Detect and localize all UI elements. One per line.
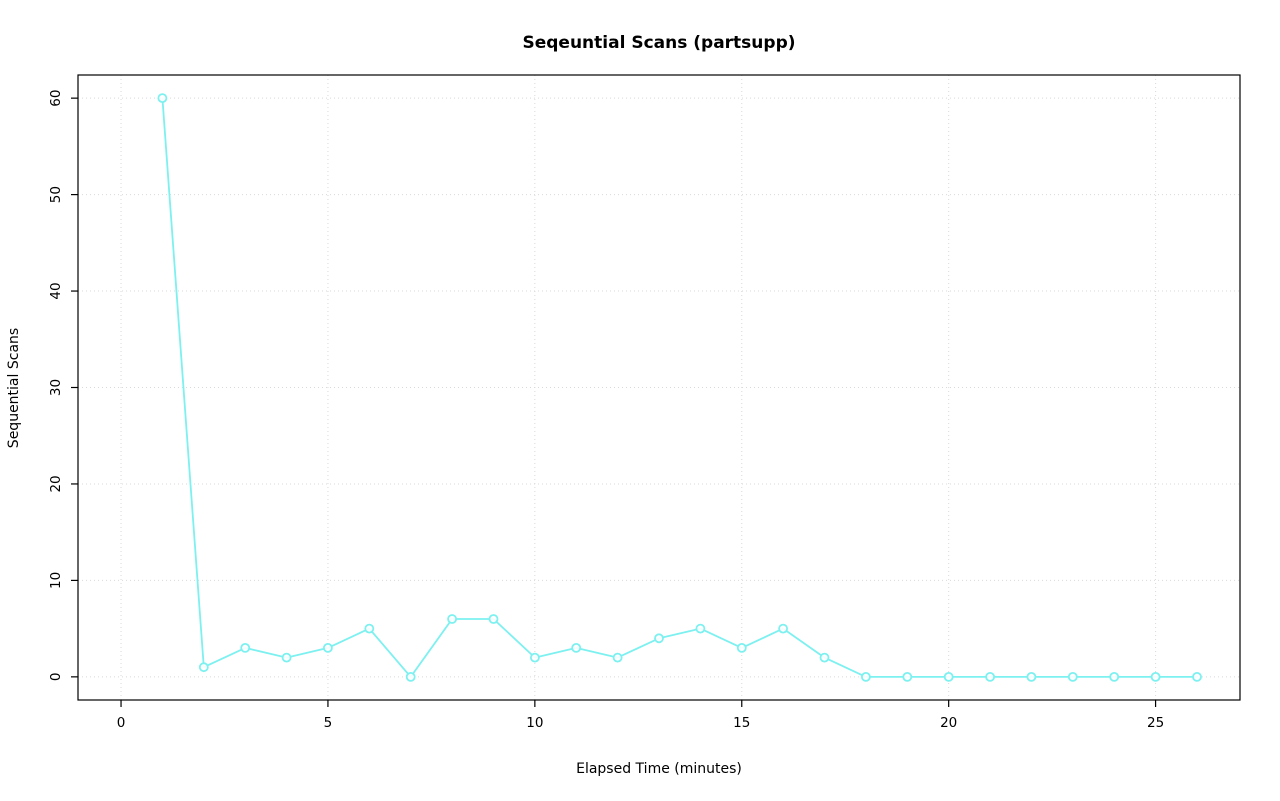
data-point <box>322 643 333 653</box>
y-tick-label: 20 <box>48 475 64 492</box>
data-point <box>157 93 168 103</box>
data-point <box>530 652 540 663</box>
y-tick-label: 30 <box>48 379 64 396</box>
data-series <box>157 93 1202 682</box>
x-axis-label: Elapsed Time (minutes) <box>576 761 742 777</box>
data-point <box>198 662 209 673</box>
data-point <box>571 643 582 653</box>
x-tick-label: 25 <box>1147 715 1164 731</box>
y-tick-label: 10 <box>48 572 64 589</box>
data-point <box>985 672 995 682</box>
data-point <box>736 643 747 653</box>
data-point <box>1150 672 1161 682</box>
y-tick-label: 50 <box>48 186 64 203</box>
data-point <box>1067 672 1078 682</box>
series-line <box>161 97 1198 678</box>
data-point <box>488 614 499 624</box>
data-point <box>778 623 788 634</box>
x-tick-label: 10 <box>526 715 543 731</box>
data-point <box>447 614 458 624</box>
x-tick-label: 15 <box>733 715 750 731</box>
axis-ticks: 0 5 10 15 20 25 0 10 20 30 40 50 60 <box>48 90 1164 731</box>
chart-title: Seqeuntial Scans (partsupp) <box>522 33 795 53</box>
y-tick-label: 40 <box>48 282 64 299</box>
data-point <box>281 652 292 663</box>
data-point <box>364 623 375 634</box>
data-point <box>1192 672 1202 682</box>
gridlines <box>78 75 1240 700</box>
data-point <box>861 672 871 682</box>
data-point <box>1109 672 1120 682</box>
y-tick-label: 0 <box>48 673 64 682</box>
data-point <box>612 652 623 663</box>
data-point <box>943 672 954 682</box>
x-tick-label: 0 <box>117 715 126 731</box>
x-tick-label: 20 <box>940 715 957 731</box>
data-point <box>819 652 830 663</box>
data-point <box>405 672 416 682</box>
data-point <box>654 633 664 644</box>
data-point <box>1026 672 1037 682</box>
data-point <box>695 623 706 634</box>
data-point <box>902 672 913 682</box>
y-axis-label: Sequential Scans <box>6 328 22 448</box>
data-point <box>240 643 251 653</box>
x-tick-label: 5 <box>324 715 333 731</box>
y-tick-label: 60 <box>48 90 64 107</box>
